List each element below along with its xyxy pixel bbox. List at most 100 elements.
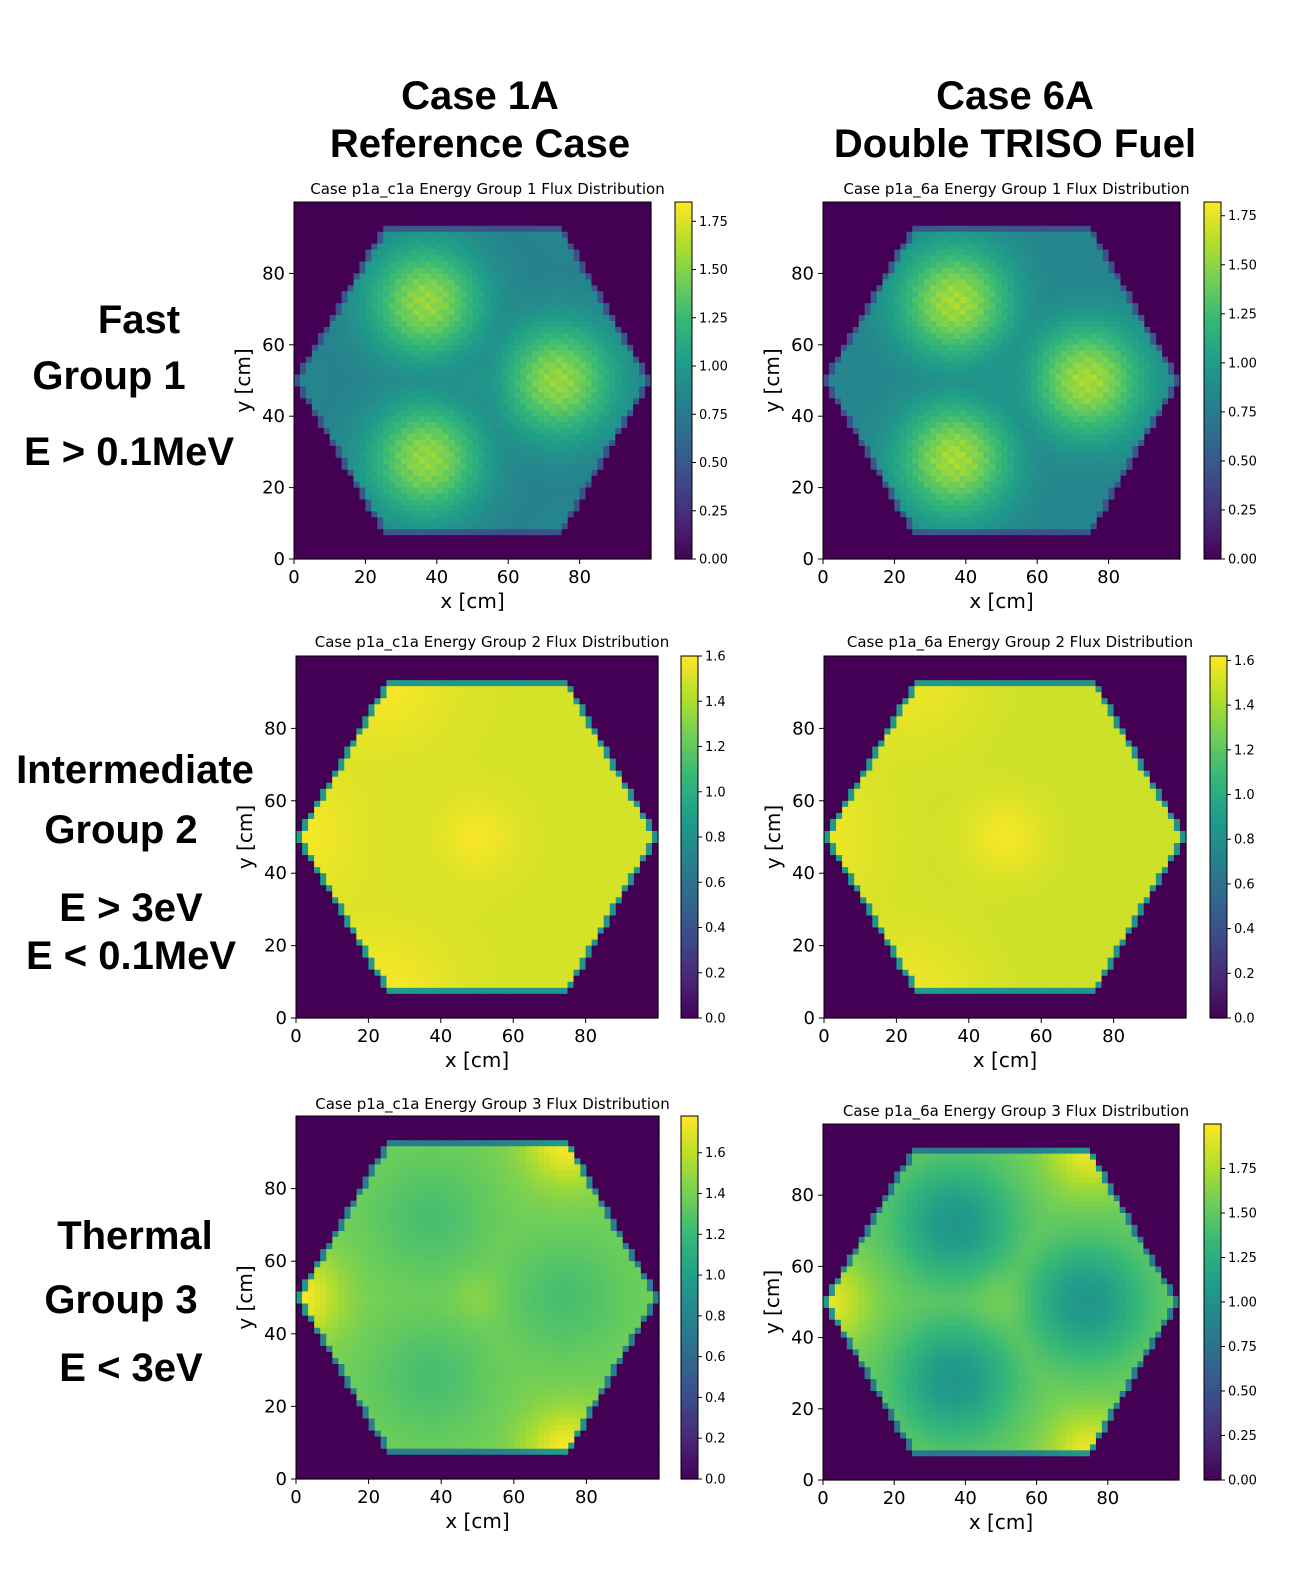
heatmap-cell (496, 458, 503, 465)
heatmap-cell (966, 256, 973, 263)
heatmap-cell (324, 321, 331, 328)
heatmap-cell (1073, 273, 1080, 280)
heatmap-cell (1085, 250, 1092, 257)
heatmap-cell (449, 202, 456, 209)
heatmap-cell (615, 202, 622, 209)
heatmap-cell (1150, 262, 1157, 269)
heatmap-cell (449, 262, 456, 269)
heatmap-cell (437, 232, 444, 239)
heatmap-cell (615, 226, 622, 233)
heatmap-cell (496, 452, 503, 459)
heatmap-cell (508, 208, 515, 215)
heatmap-cell (336, 547, 343, 554)
heatmap-cell (859, 244, 866, 251)
heatmap-cell (978, 267, 985, 274)
heatmap-cell (330, 446, 337, 453)
heatmap-cell (1067, 297, 1074, 304)
heatmap-cell (431, 315, 438, 322)
heatmap-cell (502, 303, 509, 310)
heatmap-cell (615, 464, 622, 471)
heatmap-cell (419, 220, 426, 227)
heatmap-panel-2: Case p1a_6a Energy Group 1 Flux Distribu… (760, 180, 1257, 613)
heatmap-cell (359, 285, 366, 292)
heatmap-cell (609, 523, 616, 530)
heatmap-cell (455, 434, 462, 441)
heatmap-cell (1049, 279, 1056, 286)
heatmap-cell (621, 476, 628, 483)
heatmap-cell (437, 446, 444, 453)
heatmap-cell (1091, 267, 1098, 274)
heatmap-cell (520, 333, 527, 340)
heatmap-cell (823, 226, 830, 233)
heatmap-cell (514, 273, 521, 280)
heatmap-cell (455, 523, 462, 530)
heatmap-cell (359, 315, 366, 322)
heatmap-cell (1067, 244, 1074, 251)
heatmap-cell (348, 476, 355, 483)
heatmap-cell (318, 214, 325, 221)
heatmap-cell (425, 452, 432, 459)
heatmap-cell (954, 315, 961, 322)
heatmap-cell (478, 244, 485, 251)
heatmap-cell (490, 440, 497, 447)
heatmap-cell (894, 256, 901, 263)
heatmap-cell (473, 256, 480, 263)
heatmap-cell (401, 375, 408, 382)
heatmap-cell (580, 262, 587, 269)
heatmap-cell (1144, 262, 1151, 269)
heatmap-cell (514, 214, 521, 221)
heatmap-cell (1150, 226, 1157, 233)
heatmap-cell (1055, 256, 1062, 263)
heatmap-cell (377, 339, 384, 346)
heatmap-cell (942, 267, 949, 274)
heatmap-cell (383, 434, 390, 441)
heatmap-cell (912, 256, 919, 263)
heatmap-cell (1103, 250, 1110, 257)
heatmap-cell (972, 214, 979, 221)
heatmap-cell (609, 285, 616, 292)
heatmap-cell (526, 214, 533, 221)
heatmap-cell (508, 434, 515, 441)
heatmap-cell (1002, 303, 1009, 310)
heatmap-cell (586, 511, 593, 518)
heatmap-cell (972, 256, 979, 263)
heatmap-cell (1162, 267, 1169, 274)
heatmap-cell (1109, 267, 1116, 274)
heatmap-cell (300, 226, 307, 233)
heatmap-cell (514, 256, 521, 263)
colorbar-step (675, 229, 692, 234)
heatmap-cell (900, 297, 907, 304)
heatmap-cell (401, 202, 408, 209)
heatmap-cell (592, 428, 599, 435)
heatmap-cell (538, 375, 545, 382)
heatmap-cell (592, 291, 599, 298)
heatmap-cell (1031, 309, 1038, 316)
heatmap-cell (365, 500, 372, 507)
heatmap-cell (1144, 238, 1151, 245)
heatmap-cell (532, 369, 539, 376)
heatmap-cell (359, 214, 366, 221)
heatmap-cell (496, 482, 503, 489)
heatmap-cell (562, 226, 569, 233)
heatmap-cell (532, 333, 539, 340)
heatmap-cell (1013, 309, 1020, 316)
heatmap-cell (484, 523, 491, 530)
heatmap-cell (609, 428, 616, 435)
heatmap-cell (942, 309, 949, 316)
heatmap-cell (978, 262, 985, 269)
heatmap-cell (365, 458, 372, 465)
heatmap-cell (514, 208, 521, 215)
heatmap-cell (1085, 291, 1092, 298)
heatmap-cell (484, 422, 491, 429)
heatmap-cell (395, 392, 402, 399)
heatmap-cell (294, 250, 301, 257)
heatmap-cell (449, 250, 456, 257)
heatmap-cell (306, 488, 313, 495)
heatmap-cell (431, 214, 438, 221)
heatmap-cell (562, 250, 569, 257)
heatmap-cell (1037, 214, 1044, 221)
heatmap-cell (930, 297, 937, 304)
heatmap-cell (633, 303, 640, 310)
heatmap-cell (960, 291, 967, 298)
heatmap-cell (1002, 250, 1009, 257)
